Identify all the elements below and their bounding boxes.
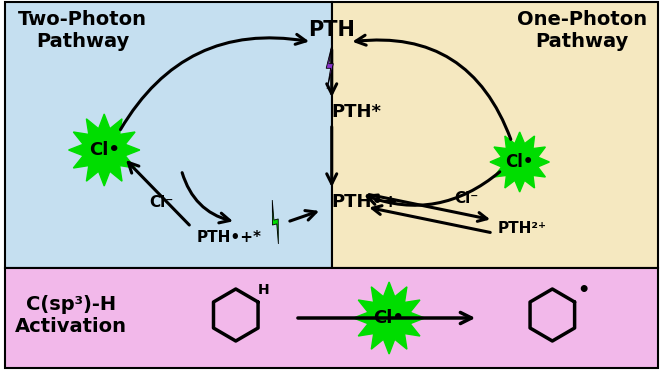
Text: •: •	[578, 281, 590, 300]
Polygon shape	[68, 114, 140, 186]
Text: PTH*: PTH*	[332, 103, 382, 121]
Text: Cl⁻: Cl⁻	[149, 195, 174, 209]
Bar	[332, 2, 658, 268]
Text: Cl•: Cl•	[89, 141, 120, 159]
Text: Cl•: Cl•	[505, 153, 534, 171]
Bar	[5, 268, 658, 368]
Polygon shape	[272, 200, 278, 244]
Text: PTH•+*: PTH•+*	[196, 229, 261, 245]
Polygon shape	[326, 43, 333, 89]
Text: Cl⁻: Cl⁻	[454, 191, 478, 205]
Bar	[5, 2, 332, 268]
Text: C(sp³)-H
Activation: C(sp³)-H Activation	[15, 295, 127, 336]
Text: One-Photon
Pathway: One-Photon Pathway	[517, 10, 647, 50]
Text: H: H	[258, 283, 270, 297]
Text: PTH: PTH	[308, 20, 355, 40]
Text: PTH²⁺: PTH²⁺	[498, 221, 547, 235]
Text: Two-Photon
Pathway: Two-Photon Pathway	[18, 10, 147, 50]
Polygon shape	[490, 132, 549, 192]
Text: Cl•: Cl•	[374, 309, 404, 327]
Polygon shape	[353, 282, 425, 354]
Text: PTH•+: PTH•+	[332, 193, 399, 211]
